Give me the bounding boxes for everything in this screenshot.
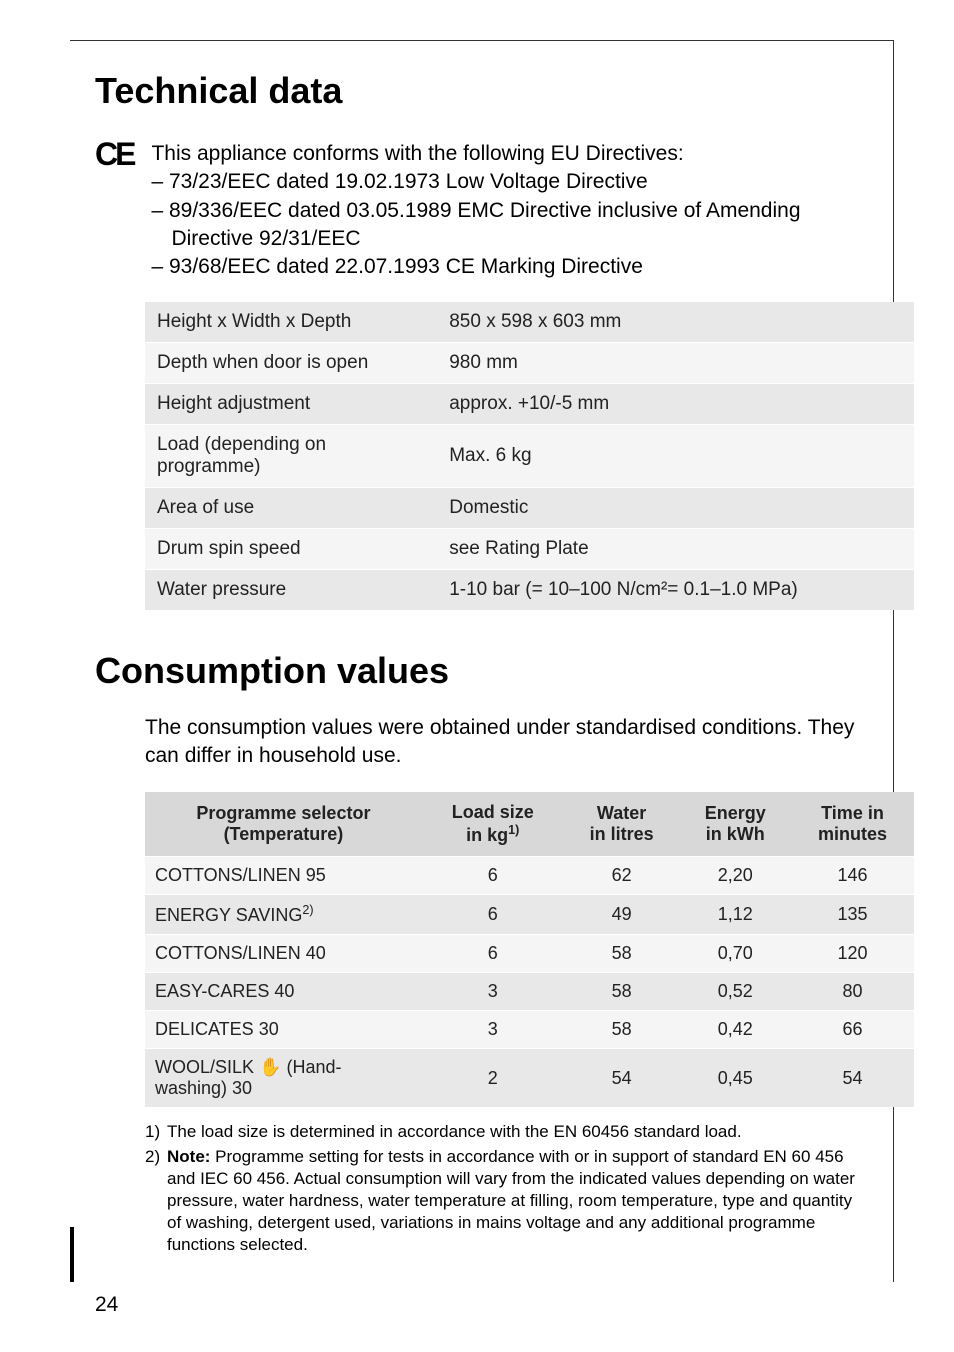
specs-row: Height x Width x Depth850 x 598 x 603 mm <box>145 302 914 343</box>
ce-item-3: – 93/68/EEC dated 22.07.1993 CE Marking … <box>151 253 800 281</box>
specs-value: Domestic <box>437 487 914 528</box>
water-cell: 62 <box>564 857 680 895</box>
header-water: Waterin litres <box>564 792 680 857</box>
footnote-text: Note: Programme setting for tests in acc… <box>167 1146 864 1256</box>
consumption-values-heading: Consumption values <box>95 650 864 692</box>
ce-item-1: – 73/23/EEC dated 19.02.1973 Low Voltage… <box>151 168 800 196</box>
specs-value: 980 mm <box>437 342 914 383</box>
load-cell: 3 <box>422 973 564 1011</box>
specs-label: Height adjustment <box>145 383 437 424</box>
ce-directives-text: This appliance conforms with the followi… <box>151 140 800 282</box>
consumption-header-row: Programme selector(Temperature) Load siz… <box>145 792 914 857</box>
specs-table: Height x Width x Depth850 x 598 x 603 mm… <box>145 302 914 610</box>
footnote-num: 2) <box>145 1146 167 1256</box>
footnotes: 1) The load size is determined in accord… <box>145 1121 864 1256</box>
specs-value: see Rating Plate <box>437 528 914 569</box>
consumption-row: COTTONS/LINEN 95 6 62 2,20 146 <box>145 857 914 895</box>
page-number: 24 <box>95 1293 118 1317</box>
footnote-num: 1) <box>145 1121 167 1143</box>
energy-cell: 1,12 <box>680 895 791 935</box>
specs-label: Depth when door is open <box>145 342 437 383</box>
specs-value: 1-10 bar (= 10–100 N/cm²= 0.1–1.0 MPa) <box>437 569 914 610</box>
water-cell: 58 <box>564 973 680 1011</box>
time-cell: 135 <box>791 895 914 935</box>
specs-label: Height x Width x Depth <box>145 302 437 343</box>
technical-data-heading: Technical data <box>95 70 864 112</box>
specs-value: 850 x 598 x 603 mm <box>437 302 914 343</box>
time-cell: 54 <box>791 1049 914 1108</box>
water-cell: 58 <box>564 935 680 973</box>
prog-cell: EASY-CARES 40 <box>145 973 422 1011</box>
prog-cell: COTTONS/LINEN 95 <box>145 857 422 895</box>
prog-cell: ENERGY SAVING2) <box>145 895 422 935</box>
consumption-intro: The consumption values were obtained und… <box>145 714 864 771</box>
ce-block: CE This appliance conforms with the foll… <box>95 140 864 282</box>
page-content: Technical data CE This appliance conform… <box>95 70 864 1258</box>
prog-cell: WOOL/SILK ✋ (Hand-washing) 30 <box>145 1049 422 1108</box>
ce-mark-icon: CE <box>95 136 133 173</box>
specs-row: Drum spin speedsee Rating Plate <box>145 528 914 569</box>
load-cell: 6 <box>422 935 564 973</box>
ce-item-2b: Directive 92/31/EEC <box>151 225 800 253</box>
prog-cell: COTTONS/LINEN 40 <box>145 935 422 973</box>
footnote-2: 2) Note: Programme setting for tests in … <box>145 1146 864 1256</box>
energy-cell: 0,42 <box>680 1011 791 1049</box>
specs-label: Drum spin speed <box>145 528 437 569</box>
consumption-row: DELICATES 30 3 58 0,42 66 <box>145 1011 914 1049</box>
consumption-row: ENERGY SAVING2) 6 49 1,12 135 <box>145 895 914 935</box>
ce-item-2: – 89/336/EEC dated 03.05.1989 EMC Direct… <box>151 197 800 225</box>
specs-row: Depth when door is open980 mm <box>145 342 914 383</box>
specs-value: approx. +10/-5 mm <box>437 383 914 424</box>
consumption-table: Programme selector(Temperature) Load siz… <box>145 792 914 1107</box>
hand-wash-icon: ✋ <box>259 1057 281 1078</box>
time-cell: 66 <box>791 1011 914 1049</box>
specs-label: Water pressure <box>145 569 437 610</box>
load-cell: 6 <box>422 895 564 935</box>
specs-label: Area of use <box>145 487 437 528</box>
prog-cell: DELICATES 30 <box>145 1011 422 1049</box>
consumption-row: EASY-CARES 40 3 58 0,52 80 <box>145 973 914 1011</box>
specs-row: Area of useDomestic <box>145 487 914 528</box>
energy-cell: 2,20 <box>680 857 791 895</box>
water-cell: 58 <box>564 1011 680 1049</box>
header-load: Load sizein kg1) <box>422 792 564 857</box>
consumption-row: COTTONS/LINEN 40 6 58 0,70 120 <box>145 935 914 973</box>
time-cell: 80 <box>791 973 914 1011</box>
specs-label: Load (depending on programme) <box>145 424 437 487</box>
water-cell: 49 <box>564 895 680 935</box>
footnote-text: The load size is determined in accordanc… <box>167 1121 742 1143</box>
time-cell: 146 <box>791 857 914 895</box>
load-cell: 2 <box>422 1049 564 1108</box>
load-cell: 3 <box>422 1011 564 1049</box>
energy-cell: 0,45 <box>680 1049 791 1108</box>
load-cell: 6 <box>422 857 564 895</box>
header-programme: Programme selector(Temperature) <box>145 792 422 857</box>
energy-cell: 0,52 <box>680 973 791 1011</box>
time-cell: 120 <box>791 935 914 973</box>
footnote-1: 1) The load size is determined in accord… <box>145 1121 864 1143</box>
energy-cell: 0,70 <box>680 935 791 973</box>
header-time: Time inminutes <box>791 792 914 857</box>
specs-value: Max. 6 kg <box>437 424 914 487</box>
specs-row: Height adjustmentapprox. +10/-5 mm <box>145 383 914 424</box>
specs-row: Load (depending on programme)Max. 6 kg <box>145 424 914 487</box>
left-accent-bar <box>70 1227 74 1282</box>
consumption-row: WOOL/SILK ✋ (Hand-washing) 30 2 54 0,45 … <box>145 1049 914 1108</box>
water-cell: 54 <box>564 1049 680 1108</box>
header-energy: Energyin kWh <box>680 792 791 857</box>
specs-row: Water pressure1-10 bar (= 10–100 N/cm²= … <box>145 569 914 610</box>
ce-intro-line: This appliance conforms with the followi… <box>151 140 800 168</box>
